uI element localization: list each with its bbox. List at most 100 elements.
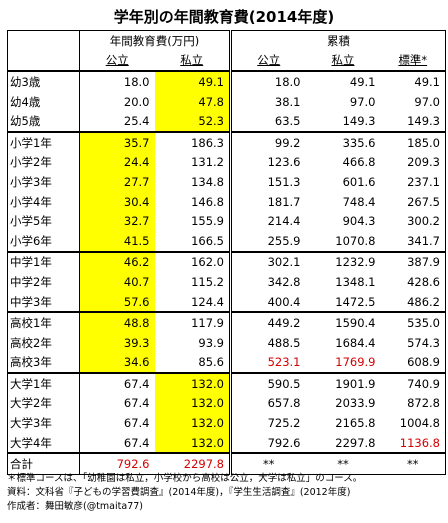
table-cell: 18.0 [229,70,306,92]
table-row: 高校1年 48.8 117.9 449.2 1590.4 535.0 [7,311,446,333]
table-cell: 123.6 [229,152,306,173]
table-cell: 166.5 [191,233,224,248]
table-cell: 大学2年 [7,393,80,414]
annual-cost-header: 年間教育費(万円) [79,29,231,51]
table-row: 大学1年 67.4 132.0 590.5 1901.9 740.9 [7,372,446,394]
table-cell: 1901.9 [305,372,381,394]
table-cell: 小学4年 [7,191,80,212]
table-cell: 20.0 [79,91,155,112]
table-cell: 幼4歳 [7,91,80,112]
table-cell: 40.7 [79,272,155,292]
table-cell: 49.1 [154,70,231,92]
public-header: 公立 [105,53,129,68]
table-cell: 67.4 [79,372,155,394]
table-cell: 209.3 [380,152,446,173]
table-cell: 幼3歳 [7,70,80,92]
table-cell: 214.4 [229,211,306,231]
table-cell: 428.6 [380,272,446,292]
table-row: 中学1年 46.2 162.0 302.1 1232.9 387.9 [7,250,446,273]
table-row: 小学6年 41.5 166.5 255.9 1070.8 341.7 [7,230,446,252]
table-row: 大学3年 67.4 132.0 725.2 2165.8 1004.8 [7,413,446,433]
table-cell: 97.0 [380,91,446,112]
page-title: 学年別の年間教育費(2014年度) [113,8,335,26]
table-cell: 1232.9 [305,250,381,273]
table-cell: 387.9 [380,250,446,273]
table-cell: 32.7 [79,211,155,231]
table-row: 幼3歳 18.0 49.1 18.0 49.1 49.1 [7,70,446,92]
table-cell: 高校1年 [7,311,80,333]
table-cell: 1769.9 [335,355,376,370]
table-cell: 幼5歳 [7,111,80,132]
table-cell: 132.0 [154,372,231,394]
table-cell: 高校2年 [7,332,80,353]
table-cell: 342.8 [229,272,306,292]
table-cell: 67.4 [79,393,155,414]
table-cell: 131.2 [191,155,224,170]
table-cell: 1136.8 [380,432,446,454]
table-cell: 2297.8 [335,435,376,450]
table-cell: 41.5 [79,230,155,252]
table-cell: 400.4 [229,291,306,313]
table-cell: 132.0 [154,432,231,454]
table-cell: 52.3 [154,111,231,132]
table-cell: 中学2年 [7,272,80,292]
table-cell: 63.5 [229,111,306,132]
table-cell: 255.9 [229,230,306,252]
table-cell: 93.9 [198,335,224,350]
table-cell: ** [305,452,381,476]
table-cell: 25.4 [79,111,155,132]
table-cell: 34.6 [79,352,155,374]
table-cell: 523.1 [229,352,306,374]
table-cell: 97.0 [349,94,376,109]
cum-public-header: 公立 [257,53,281,68]
table-cell: 904.3 [342,214,376,229]
table-cell: 185.0 [380,130,446,153]
table-cell: 601.6 [342,174,376,189]
table-cell: 中学1年 [7,250,80,273]
table-cell: 38.1 [229,91,306,112]
total-row: 合計 792.6 2297.8 ** ** ** [7,452,446,476]
table-cell: 117.9 [154,311,231,333]
table-cell: 24.4 [79,152,155,173]
table-row: 小学5年 32.7 155.9 214.4 904.3 300.2 [7,211,446,231]
table-cell: 237.1 [380,172,446,192]
table-cell: 186.3 [154,130,231,153]
table-cell: 657.8 [229,393,306,414]
table-cell: 67.4 [79,432,155,454]
table-cell: 大学1年 [7,372,80,394]
table-cell: 合計 [7,452,80,476]
table-cell: 151.3 [229,172,306,192]
table-cell: 小学1年 [7,130,80,153]
table-cell: 740.9 [380,372,446,394]
table-cell: 48.8 [79,311,155,333]
table-row: 大学4年 67.4 132.0 792.6 2297.8 1136.8 [7,432,446,454]
table-cell: 134.8 [191,174,224,189]
table-row: 中学3年 57.6 124.4 400.4 1472.5 486.2 [7,291,446,313]
footnote-author: 作成者：舞田敏彦(@tmaita77) [7,501,143,512]
table-cell: 486.2 [380,291,446,313]
table-row: 幼5歳 25.4 52.3 63.5 149.3 149.3 [7,111,446,132]
table-cell: 46.2 [79,250,155,273]
table-cell: 39.3 [79,332,155,353]
private-header: 私立 [180,53,204,68]
table-cell: 792.6 [79,452,155,476]
footnote-standard-course: ＊標準コースは、「幼稚園は私立，小学校から高校は公立，大学は私立」のコース。 [7,473,363,484]
table-cell: 30.4 [79,191,155,212]
table-cell: 792.6 [229,432,306,454]
table-cell: 小学2年 [7,152,80,173]
table-row: 小学2年 24.4 131.2 123.6 466.8 209.3 [7,152,446,173]
education-cost-table: 年間教育費(万円) 累積 公立 私立 公立 私立 標準* 幼3歳 18.0 49… [7,29,446,476]
table-cell: 49.1 [380,70,446,92]
footnotes: ＊標準コースは、「幼稚園は私立，小学校から高校は公立，大学は私立」のコース。 資… [7,472,362,514]
table-cell: 132.0 [154,413,231,433]
table-cell: 35.7 [79,130,155,153]
table-cell: 267.5 [380,191,446,212]
table-cell: 341.7 [380,230,446,252]
cum-private-header: 私立 [331,53,355,68]
table-cell: 872.8 [380,393,446,414]
table-cell: 47.8 [154,91,231,112]
table-row: 小学1年 35.7 186.3 99.2 335.6 185.0 [7,130,446,153]
table-cell: 小学3年 [7,172,80,192]
table-cell: 725.2 [229,413,306,433]
table-row: 大学2年 67.4 132.0 657.8 2033.9 872.8 [7,393,446,414]
